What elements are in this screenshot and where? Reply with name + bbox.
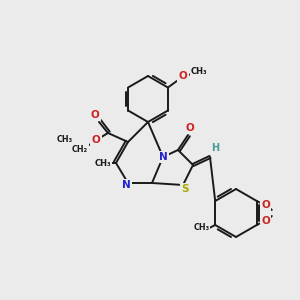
Text: O: O (261, 200, 270, 210)
Text: O: O (186, 123, 194, 133)
Text: O: O (261, 216, 270, 226)
Text: O: O (91, 110, 99, 120)
Text: CH₃: CH₃ (191, 68, 207, 76)
Text: N: N (159, 152, 167, 162)
Text: CH₃: CH₃ (95, 160, 111, 169)
Text: O: O (92, 135, 100, 145)
Text: CH₃: CH₃ (193, 224, 209, 232)
Text: N: N (122, 180, 130, 190)
Text: H: H (211, 143, 219, 153)
Text: CH₃: CH₃ (57, 136, 73, 145)
Text: CH₂: CH₂ (72, 145, 88, 154)
Text: S: S (181, 184, 189, 194)
Text: O: O (178, 71, 188, 81)
